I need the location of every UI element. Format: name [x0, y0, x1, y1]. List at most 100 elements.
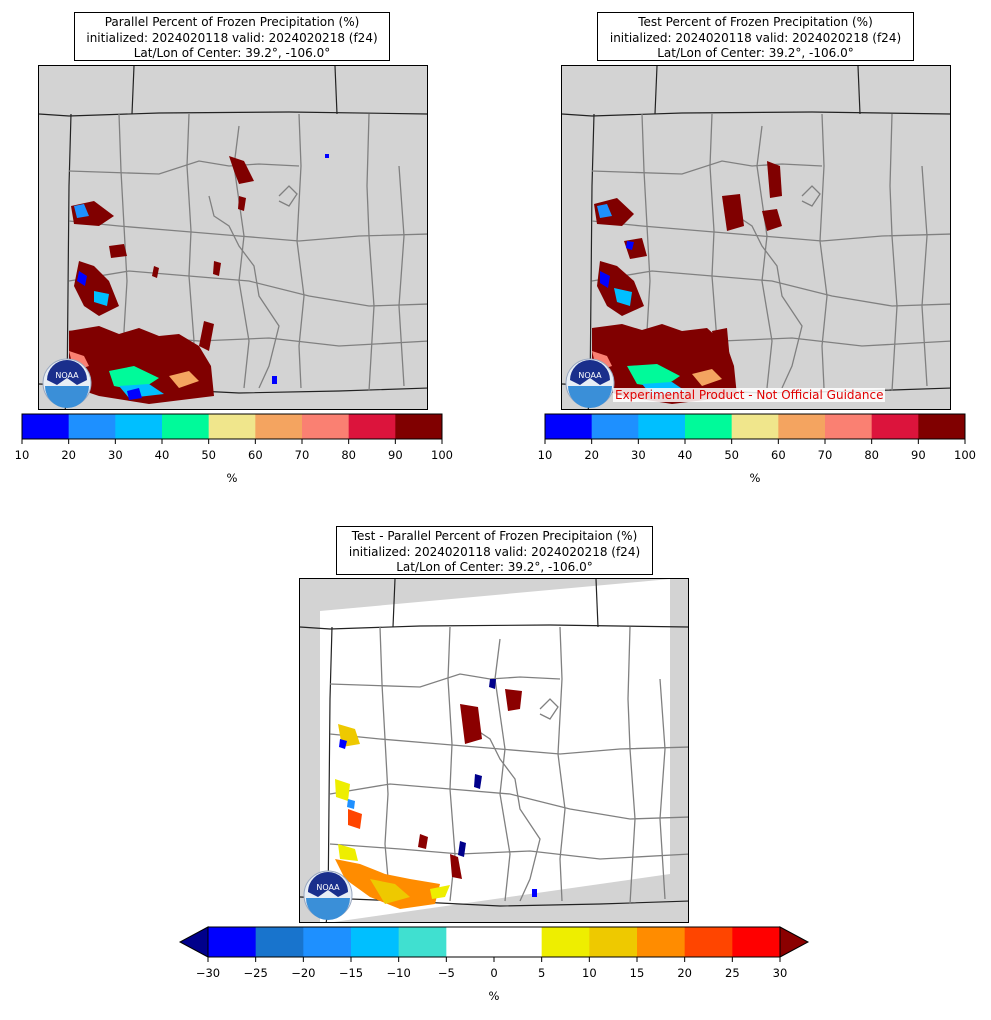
colorbar-swatch	[541, 927, 590, 957]
colorbar-tick-label: 15	[629, 966, 645, 980]
precip-field	[69, 154, 329, 404]
colorbar-tick-label: 100	[954, 448, 976, 462]
noaa-logo: NOAA	[42, 358, 92, 408]
colorbar-swatch	[591, 414, 639, 439]
noaa-logo-text: NOAA	[55, 371, 79, 380]
test-map-canvas	[562, 66, 950, 409]
noaa-logo: NOAA	[565, 358, 615, 408]
colorbar-tick-label: 25	[725, 966, 740, 980]
noaa-logo-text: NOAA	[316, 883, 340, 892]
colorbar-swatch	[255, 414, 303, 439]
colorbar-swatch	[162, 414, 210, 439]
parallel-title-line1: Parallel Percent of Frozen Precipitation…	[104, 15, 360, 29]
colorbar-swatch	[825, 414, 873, 439]
colorbar-outline	[21, 413, 443, 440]
diff-title-line2: initialized: 2024020118 valid: 202402021…	[348, 544, 641, 559]
colorbar-tick-label: 60	[248, 448, 263, 462]
colorbar-tick-label: 100	[431, 448, 453, 462]
diff-title-line3: Lat/Lon of Center: 39.2°, -106.0°	[396, 560, 593, 574]
diff-map	[299, 578, 689, 923]
parallel-title-line2: initialized: 2024020118 valid: 202402021…	[86, 30, 378, 45]
colorbar-swatch	[398, 927, 447, 957]
colorbar-tick-label: −15	[338, 966, 364, 980]
colorbar-unit-label: %	[226, 471, 238, 485]
colorbar-tick-label: 30	[108, 448, 123, 462]
colorbar-swatch	[685, 414, 733, 439]
colorbar-swatch	[871, 414, 919, 439]
colorbar-tick-label: 80	[864, 448, 879, 462]
test-title-line3: Lat/Lon of Center: 39.2°, -106.0°	[657, 46, 854, 60]
colorbar-tick-label: 5	[537, 966, 546, 980]
parallel-map-canvas	[39, 66, 427, 409]
colorbar-swatch	[589, 927, 638, 957]
colorbar-swatch	[348, 414, 396, 439]
colorbar-tick-label: −20	[291, 966, 316, 980]
colorbar-swatch	[731, 414, 779, 439]
test-colorbar: 10 20 30 40 50 60 70 80 90 100%	[538, 413, 976, 485]
colorbar-swatch	[303, 927, 352, 957]
colorbar-unit-label: %	[488, 989, 500, 1003]
colorbar-swatch	[395, 414, 443, 439]
parallel-colorbar: 10 20 30 40 50 60 70 80 90 100%	[15, 413, 453, 485]
colorbar-tick-label: 50	[724, 448, 739, 462]
colorbar-tick-label: −5	[437, 966, 455, 980]
colorbar-tick-label: 40	[154, 448, 170, 462]
colorbar-tick-label: 30	[772, 966, 788, 980]
colorbar-swatch	[638, 414, 686, 439]
diff-title-line1: Test - Parallel Percent of Frozen Precip…	[351, 529, 638, 543]
colorbar-swatch	[351, 927, 400, 957]
experimental-watermark: Experimental Product - Not Official Guid…	[613, 388, 886, 402]
colorbar-tick-label: 20	[584, 448, 599, 462]
colorbar-tick-label: −30	[195, 966, 221, 980]
diff-map-canvas	[300, 579, 688, 922]
colorbar-over-arrow	[779, 926, 810, 958]
parallel-title-line3: Lat/Lon of Center: 39.2°, -106.0°	[133, 46, 331, 60]
precip-field	[592, 161, 782, 404]
test-colorbar-swatches	[544, 413, 966, 444]
colorbar-swatch	[208, 927, 257, 957]
colorbar-tick-label: 0	[490, 966, 498, 980]
colorbar-swatch	[446, 927, 495, 957]
colorbar-tick-label: 70	[294, 448, 310, 462]
test-title-line2: initialized: 2024020118 valid: 202402021…	[609, 30, 902, 45]
colorbar-swatch	[22, 414, 70, 439]
colorbar-swatch	[494, 927, 543, 957]
colorbar-tick-label: 20	[677, 966, 692, 980]
colorbar-tick-label: 10	[14, 448, 30, 462]
colorbar-tick-label: 20	[61, 448, 76, 462]
diff-title: Test - Parallel Percent of Frozen Precip…	[336, 526, 653, 575]
colorbar-tick-label: 10	[537, 448, 553, 462]
colorbar-swatch	[115, 414, 163, 439]
county-boundaries	[329, 626, 688, 905]
diff-colorbar: −30 −25 −20 −15 −10 −5 0 5 10 15 20 25 30%	[178, 926, 810, 1007]
colorbar-swatch	[302, 414, 350, 439]
colorbar-swatch	[778, 414, 826, 439]
test-title-line1: Test Percent of Frozen Precipitation (%)	[638, 15, 873, 29]
colorbar-swatch	[68, 414, 116, 439]
colorbar-swatch	[637, 927, 686, 957]
colorbar-tick-label: 10	[582, 966, 597, 980]
colorbar-tick-label: 70	[817, 448, 833, 462]
noaa-logo-text: NOAA	[578, 371, 602, 380]
diff-colorbar-swatches	[178, 926, 810, 962]
colorbar-swatch	[684, 927, 733, 957]
colorbar-unit-label: %	[749, 471, 761, 485]
diff-field	[335, 679, 537, 909]
test-title: Test Percent of Frozen Precipitation (%)…	[597, 12, 914, 61]
colorbar-swatch	[545, 414, 593, 439]
colorbar-tick-label: −25	[243, 966, 268, 980]
parallel-colorbar-swatches	[21, 413, 443, 444]
parallel-title: Parallel Percent of Frozen Precipitation…	[74, 12, 390, 61]
colorbar-tick-label: −10	[386, 966, 411, 980]
colorbar-tick-label: 90	[388, 448, 403, 462]
colorbar-tick-label: 90	[911, 448, 926, 462]
colorbar-swatch	[732, 927, 781, 957]
colorbar-swatch	[918, 414, 966, 439]
noaa-logo: NOAA	[303, 870, 353, 920]
colorbar-swatch	[208, 414, 256, 439]
colorbar-tick-label: 60	[771, 448, 786, 462]
colorbar-tick-label: 30	[631, 448, 646, 462]
colorbar-tick-label: 50	[201, 448, 216, 462]
colorbar-tick-label: 40	[677, 448, 693, 462]
colorbar-swatch	[255, 927, 304, 957]
